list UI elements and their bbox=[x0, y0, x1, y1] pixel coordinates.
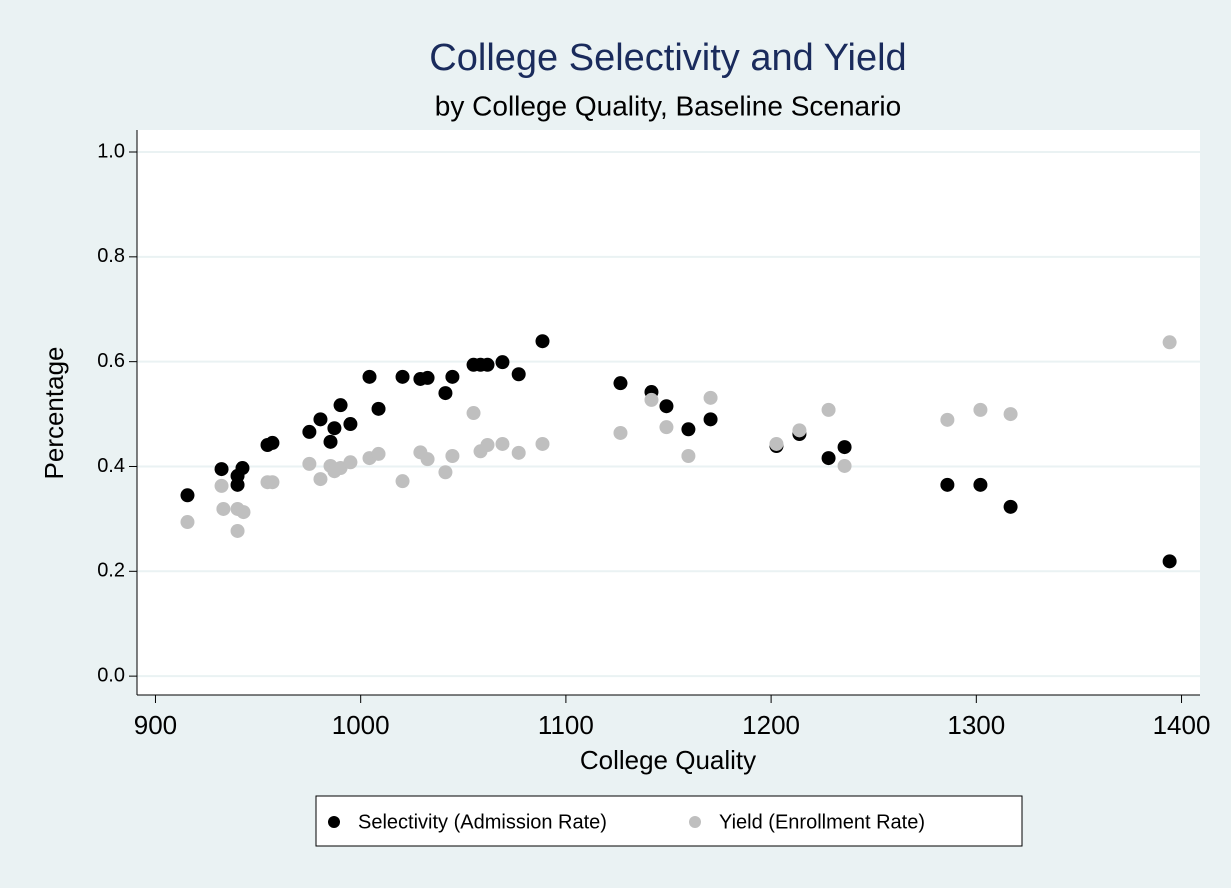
y-tick-label: 0.6 bbox=[97, 350, 125, 372]
point bbox=[837, 440, 852, 455]
point bbox=[236, 505, 251, 520]
point bbox=[644, 392, 659, 407]
point bbox=[613, 376, 628, 391]
legend-box bbox=[315, 795, 1023, 847]
point bbox=[302, 424, 317, 439]
point bbox=[466, 406, 481, 421]
point bbox=[395, 369, 410, 384]
point bbox=[681, 422, 696, 437]
point bbox=[445, 369, 460, 384]
legend-label: Yield (Enrollment Rate) bbox=[719, 811, 925, 833]
point bbox=[681, 449, 696, 464]
point bbox=[343, 455, 358, 470]
x-tick-label: 1000 bbox=[332, 710, 390, 740]
point bbox=[216, 501, 231, 516]
point bbox=[438, 386, 453, 401]
point bbox=[180, 488, 195, 503]
point bbox=[302, 456, 317, 471]
y-axis-label: Percentage bbox=[39, 347, 69, 480]
point bbox=[1003, 499, 1018, 514]
point bbox=[333, 398, 348, 413]
point bbox=[535, 436, 550, 451]
x-axis-label: College Quality bbox=[580, 745, 756, 775]
point bbox=[511, 445, 526, 460]
point bbox=[973, 477, 988, 492]
y-tick-label: 0.4 bbox=[97, 455, 125, 477]
point bbox=[659, 399, 674, 414]
point bbox=[535, 334, 550, 349]
x-tick-label: 1300 bbox=[947, 710, 1005, 740]
point bbox=[343, 417, 358, 432]
point bbox=[265, 475, 280, 490]
point bbox=[703, 390, 718, 405]
point bbox=[973, 402, 988, 417]
point bbox=[230, 523, 245, 538]
point bbox=[180, 515, 195, 530]
y-tick-label: 0.0 bbox=[97, 664, 125, 686]
point bbox=[769, 436, 784, 451]
point bbox=[495, 436, 510, 451]
point bbox=[792, 423, 807, 438]
point bbox=[445, 449, 460, 464]
point bbox=[230, 477, 245, 492]
y-tick-label: 0.2 bbox=[97, 560, 125, 582]
point bbox=[1162, 554, 1177, 569]
point bbox=[371, 446, 386, 461]
point bbox=[940, 412, 955, 427]
chart-title: College Selectivity and Yield bbox=[429, 37, 906, 79]
point bbox=[214, 462, 229, 477]
point bbox=[313, 472, 328, 487]
legend-marker bbox=[328, 816, 340, 828]
point bbox=[613, 425, 628, 440]
point bbox=[371, 401, 386, 416]
point bbox=[438, 465, 453, 480]
point bbox=[821, 402, 836, 417]
legend-marker bbox=[689, 816, 701, 828]
point bbox=[265, 435, 280, 450]
legend-label: Selectivity (Admission Rate) bbox=[358, 811, 607, 833]
x-tick-label: 1400 bbox=[1153, 710, 1211, 740]
y-tick-label: 1.0 bbox=[97, 140, 125, 162]
x-tick-label: 900 bbox=[134, 710, 177, 740]
point bbox=[362, 369, 377, 384]
point bbox=[821, 451, 836, 466]
point bbox=[837, 458, 852, 473]
point bbox=[659, 420, 674, 435]
point bbox=[495, 355, 510, 370]
point bbox=[940, 477, 955, 492]
y-tick-label: 0.8 bbox=[97, 245, 125, 267]
point bbox=[323, 434, 338, 449]
point bbox=[420, 370, 435, 385]
x-tick-label: 1100 bbox=[538, 710, 594, 740]
point bbox=[1162, 335, 1177, 350]
point bbox=[395, 474, 410, 489]
point bbox=[313, 412, 328, 427]
point bbox=[703, 412, 718, 427]
point bbox=[511, 367, 526, 382]
point bbox=[235, 461, 250, 476]
x-tick-label: 1200 bbox=[742, 710, 800, 740]
point bbox=[1003, 407, 1018, 422]
point bbox=[214, 478, 229, 493]
point bbox=[420, 452, 435, 467]
point bbox=[327, 421, 342, 436]
chart-subtitle: by College Quality, Baseline Scenario bbox=[435, 90, 901, 121]
point bbox=[480, 357, 495, 372]
point bbox=[480, 437, 495, 452]
